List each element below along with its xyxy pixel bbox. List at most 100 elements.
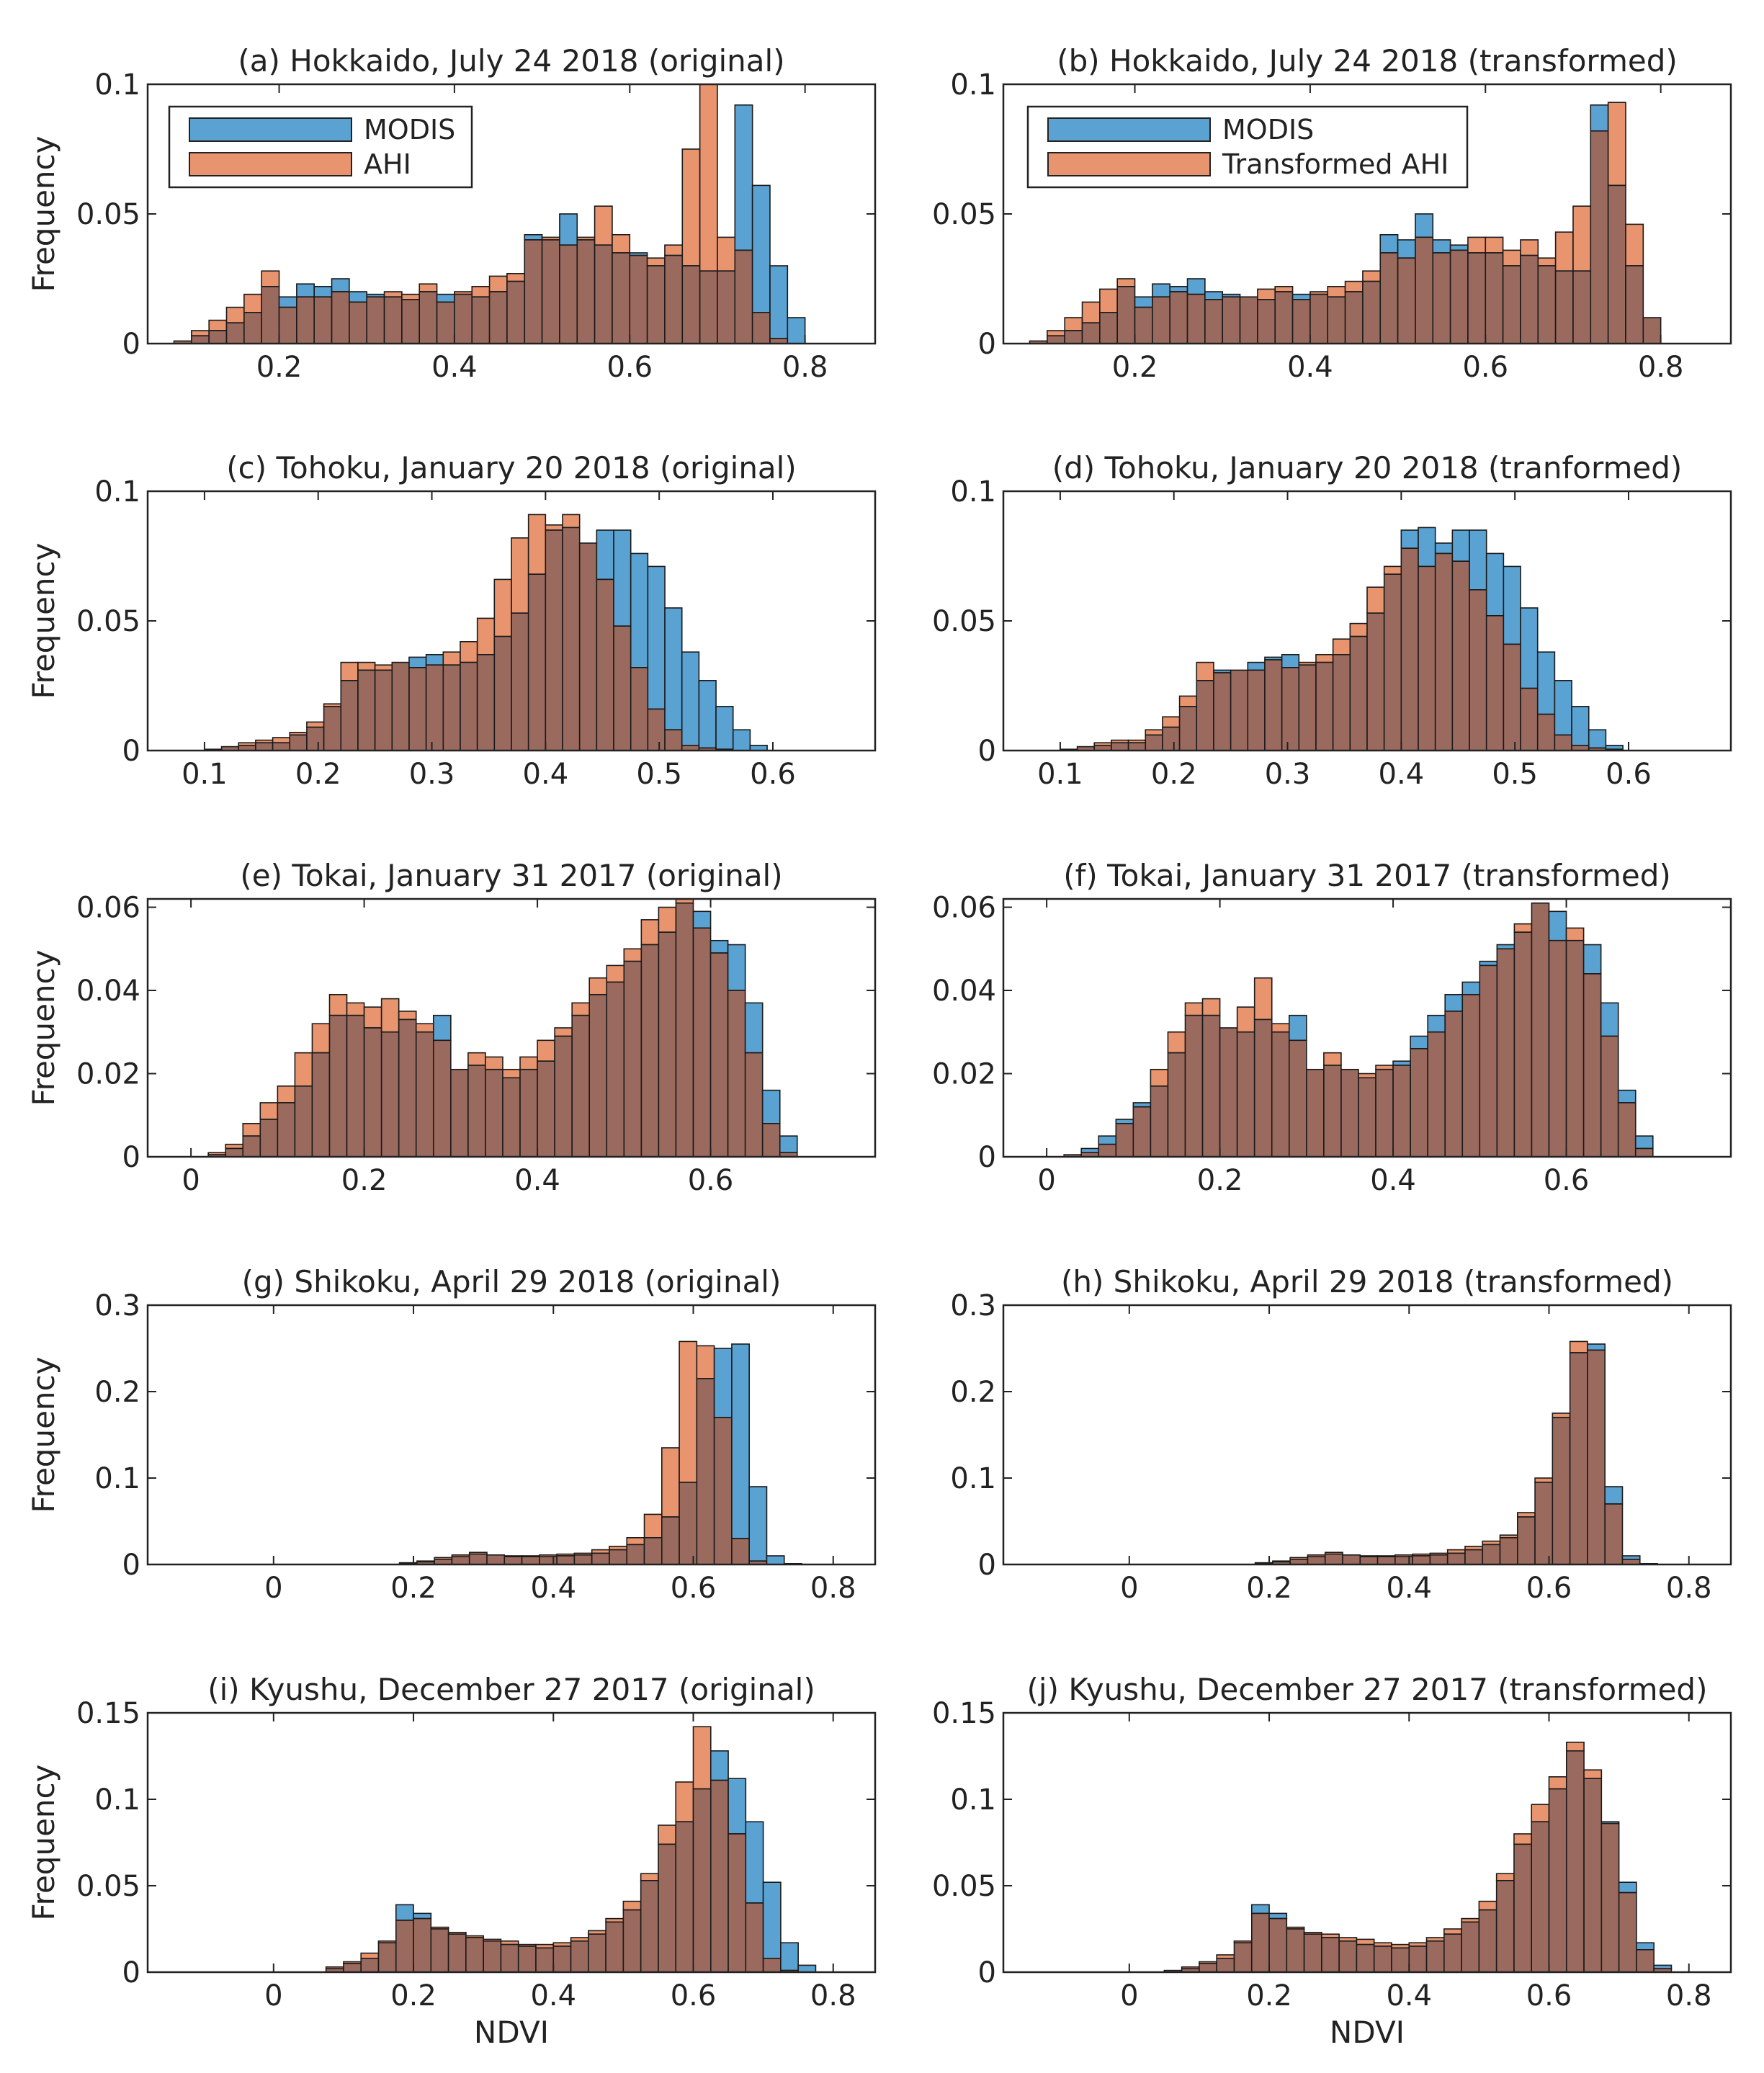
overlap-bar-5 [1250,1912,1270,1973]
overlap-bar-12 [1239,296,1258,344]
modis-bar-10 [349,291,368,303]
modis-bar-5 [413,1912,432,1920]
modis-bar-13 [1281,653,1300,668]
overlap-bar-4 [1115,1123,1134,1158]
overlap-bar-25 [1600,1822,1620,1973]
panel-title: (c) Tohoku, January 20 2018 (original) [226,450,796,485]
overlap-bar-14 [432,1039,452,1158]
overlap-bar-31 [727,990,746,1158]
ahi-bar-3 [1081,301,1101,323]
overlap-bar-11 [1247,669,1266,751]
ahi-bar-16 [1534,1477,1554,1483]
ahi-bar-16 [679,1340,698,1483]
overlap-bar-23 [1565,1750,1585,1973]
ahi-bar-25 [612,233,631,254]
overlap-bar-21 [1397,257,1416,344]
xtick-label: 0 [182,1164,200,1197]
ahi-bar-2 [360,1952,380,1959]
ahi-bar-13 [415,1023,434,1033]
legend-swatch-ahi [1047,152,1211,176]
overlap-bar-15 [1315,661,1334,751]
modis-bar-35 [787,317,806,344]
overlap-bar-4 [1099,311,1118,344]
overlap-bar-7 [1178,705,1198,751]
overlap-bar-21 [554,1035,573,1158]
xtick-label: 0.2 [1112,351,1158,384]
overlap-bar-34 [1625,265,1644,344]
overlap-bar-7 [296,296,315,344]
ahi-bar-30 [1554,231,1574,272]
ytick-label: 0.05 [932,1870,996,1903]
overlap-bar-31 [1582,973,1602,1158]
overlap-bar-26 [647,708,666,751]
overlap-bar-13 [1281,666,1300,751]
ahi-bar-2 [208,319,228,331]
ahi-bar-18 [1358,1073,1376,1079]
overlap-bar-5 [261,285,280,344]
overlap-bar-22 [571,1014,591,1158]
ahi-bar-12 [398,1011,417,1021]
overlap-bar-29 [692,927,712,1158]
overlap-bar-3 [1307,1556,1326,1565]
overlap-bar-16 [1443,1933,1462,1973]
overlap-bar-11 [517,1946,537,1973]
overlap-bar-11 [1222,296,1241,344]
overlap-bar-9 [1412,1555,1431,1565]
modis-bar-26 [1503,565,1521,645]
overlap-bar-5 [486,1554,506,1565]
ahi-bar-15 [661,1447,680,1518]
axes-box [146,1711,877,1974]
overlap-bar-19 [1375,1068,1394,1158]
ytick-label: 0 [122,328,140,361]
overlap-bar-15 [460,661,478,751]
overlap-bar-33 [1607,184,1626,344]
overlap-bar-13 [415,1031,434,1158]
overlap-bar-35 [1642,317,1662,344]
ytick-label: 0.05 [76,1870,140,1903]
ytick-label: 0.04 [932,975,996,1008]
axes-box [1002,1304,1732,1566]
overlap-bar-11 [380,1031,400,1158]
modis-bar-25 [1479,960,1498,967]
overlap-bar-14 [643,1537,663,1565]
overlap-bar-10 [349,301,368,344]
xtick-label: 0.6 [1526,1979,1572,2012]
axes-box [1002,1711,1732,1974]
overlap-bar-19 [1362,280,1382,344]
ahi-bar-8 [1184,1002,1204,1016]
ahi-bar-20 [545,524,563,531]
modis-bar-22 [1434,542,1454,555]
overlap-bar-13 [1482,1544,1501,1565]
overlap-bar-29 [1554,734,1572,751]
overlap-bar-8 [465,1937,484,1973]
overlap-bar-3 [225,322,245,344]
overlap-bar-24 [1461,994,1481,1158]
overlap-bar-12 [408,666,427,751]
ahi-bar-8 [1196,661,1214,681]
modis-bar-2 [1080,1147,1100,1154]
overlap-bar-10 [573,1554,593,1565]
ahi-bar-4 [1099,288,1118,313]
axes-box [146,1304,877,1566]
overlap-bar-15 [436,301,455,344]
ahi-bar-31 [1572,205,1592,272]
overlap-bar-5 [289,734,308,751]
overlap-bar-23 [588,994,608,1158]
panel-title: (e) Tokai, January 31 2017 (original) [240,858,782,893]
overlap-bar-4 [468,1553,488,1565]
xtick-label: 0.4 [1379,758,1425,791]
ahi-bar-19 [658,1824,677,1845]
xtick-label: 0 [1120,1979,1138,2012]
ahi-bar-24 [606,964,625,983]
overlap-bar-14 [1298,664,1317,751]
x-axis-label: NDVI [474,2015,549,2050]
legend-swatch-modis [1047,117,1211,142]
ytick-label: 0 [978,328,996,361]
ahi-bar-30 [1565,927,1585,941]
xtick-label: 0.4 [514,1164,560,1197]
xtick-label: 0.6 [1462,351,1508,384]
overlap-bar-9 [1201,1014,1221,1158]
overlap-bar-5 [1132,1106,1152,1158]
ahi-bar-15 [1516,1512,1536,1518]
y-axis-label: Frequency [26,543,61,699]
